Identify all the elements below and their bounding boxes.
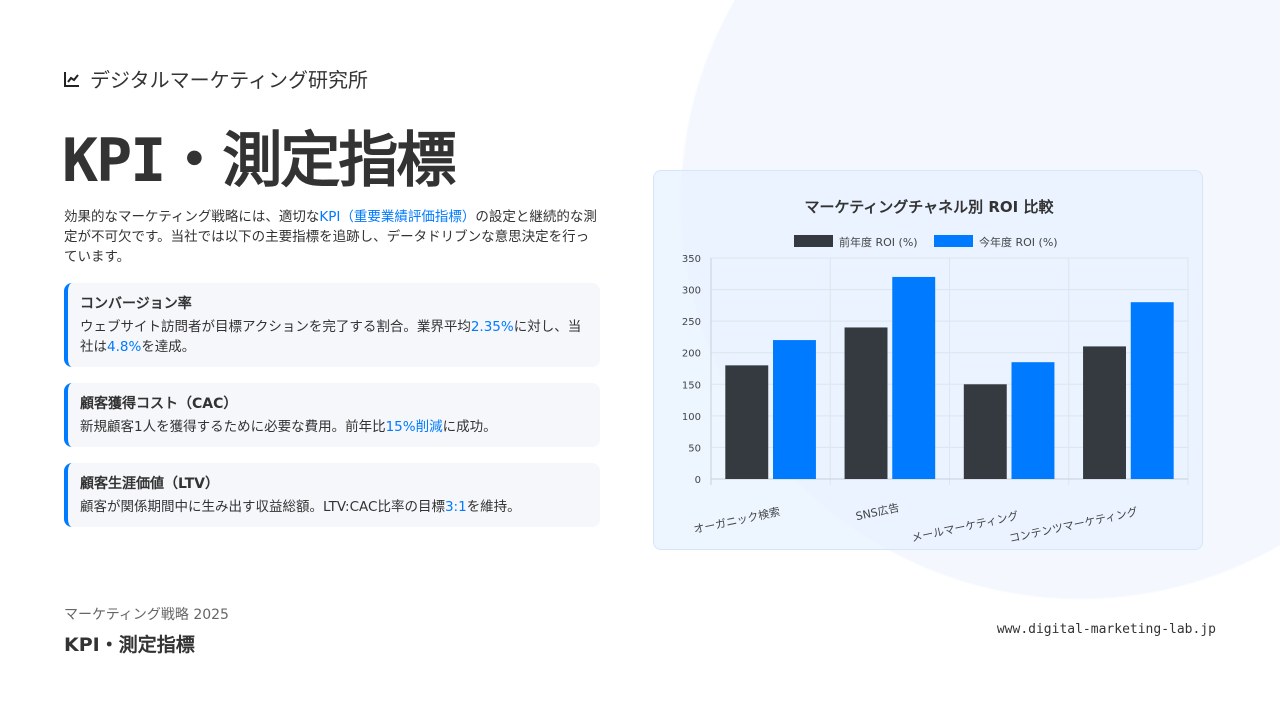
highlight: 4.8% — [107, 339, 142, 355]
text: ウェブサイト訪問者が目標アクションを完了する割合。業界平均 — [80, 319, 471, 335]
footer-title: KPI・測定指標 — [64, 634, 195, 656]
page-title: KPI・測定指標 — [62, 126, 456, 196]
legend-swatch-current — [934, 235, 973, 247]
bar-current — [1011, 362, 1055, 479]
card-title: 顧客獲得コスト（CAC） — [80, 396, 238, 412]
text: 新規顧客1人を獲得するために必要な費用。前年比 — [80, 419, 386, 435]
bar-current — [892, 276, 936, 479]
chart-container: マーケティングチャネル別 ROI 比較 前年度 ROI (%) 今年度 ROI … — [653, 170, 1203, 550]
x-tick-label: メールマーケティング — [910, 508, 1020, 544]
card-text: 新規顧客1人を獲得するために必要な費用。前年比15%削減に成功。 — [80, 417, 586, 437]
bar-prev — [1083, 346, 1126, 479]
y-tick-label: 200 — [682, 349, 701, 360]
kpi-card-cac: 顧客獲得コスト（CAC） 新規顧客1人を獲得するために必要な費用。前年比15%削… — [64, 383, 600, 447]
brand-name: デジタルマーケティング研究所 — [90, 68, 368, 92]
text: に成功。 — [442, 419, 497, 435]
y-tick-label: 300 — [682, 286, 701, 297]
highlight: 2.35% — [470, 319, 514, 335]
y-tick-label: 0 — [695, 475, 701, 486]
x-tick-label: SNS広告 — [855, 501, 901, 523]
legend-label-current: 今年度 ROI (%) — [979, 235, 1058, 249]
roi-bar-chart: マーケティングチャネル別 ROI 比較 前年度 ROI (%) 今年度 ROI … — [682, 198, 1189, 545]
bar-current — [773, 340, 816, 479]
intro-part: 効果的なマーケティング戦略には、適切な — [64, 209, 320, 225]
legend-label-prev: 前年度 ROI (%) — [839, 235, 918, 249]
kpi-card-conversion: コンバージョン率 ウェブサイト訪問者が目標アクションを完了する割合。業界平均2.… — [64, 283, 600, 367]
y-tick-label: 250 — [682, 317, 701, 328]
intro-highlight: KPI（重要業績評価指標） — [319, 209, 476, 225]
text: を達成。 — [141, 339, 196, 355]
y-tick-label: 100 — [682, 412, 701, 423]
bar-prev — [844, 327, 888, 479]
highlight: 3:1 — [444, 499, 467, 515]
bar-current — [1130, 302, 1174, 479]
bar-prev — [963, 384, 1007, 479]
text: 顧客が関係期間中に生み出す収益総額。LTV:CAC比率の目標 — [80, 499, 445, 515]
kpi-card-ltv: 顧客生涯価値（LTV） 顧客が関係期間中に生み出す収益総額。LTV:CAC比率の… — [64, 463, 600, 527]
x-tick-label: コンテンツマーケティング — [1008, 504, 1139, 545]
footer-subtitle: マーケティング戦略 2025 — [64, 607, 229, 623]
card-title: 顧客生涯価値（LTV） — [80, 476, 219, 492]
bar-prev — [725, 365, 769, 479]
text: を維持。 — [466, 499, 521, 515]
text: に対し、当社は — [80, 319, 582, 355]
highlight: 15%削減 — [385, 419, 443, 435]
y-tick-label: 150 — [682, 380, 701, 391]
legend-swatch-prev — [794, 235, 833, 247]
y-tick-label: 350 — [682, 254, 701, 265]
line-chart-icon — [64, 71, 79, 87]
intro-text: 効果的なマーケティング戦略には、適切なKPI（重要業績評価指標）の設定と継続的な… — [64, 207, 600, 267]
card-text: 顧客が関係期間中に生み出す収益総額。LTV:CAC比率の目標3:1を維持。 — [80, 497, 586, 517]
y-tick-label: 50 — [688, 443, 701, 454]
card-text: ウェブサイト訪問者が目標アクションを完了する割合。業界平均2.35%に対し、当社… — [80, 317, 586, 357]
intro-part: の設定と継続的な測定が不可欠です。当社では以下の主要指標を追跡し、データドリブン… — [64, 209, 597, 265]
footer-url[interactable]: www.digital-marketing-lab.jp — [996, 622, 1216, 637]
chart-title: マーケティングチャネル別 ROI 比較 — [805, 198, 1055, 216]
brand-header: デジタルマーケティング研究所 — [64, 64, 368, 93]
card-title: コンバージョン率 — [80, 296, 192, 312]
x-tick-label: オーガニック検索 — [692, 504, 781, 536]
